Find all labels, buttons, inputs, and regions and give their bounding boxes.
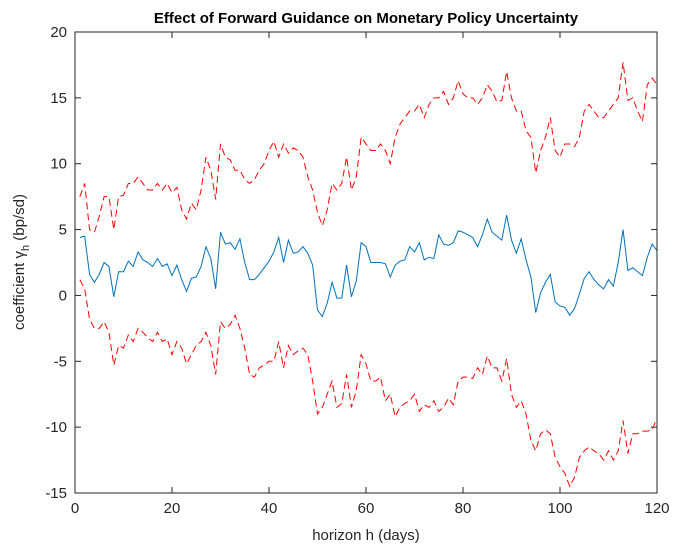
- x-tick-label: 60: [358, 500, 375, 517]
- y-tick-label: -5: [54, 353, 67, 370]
- series-line: [79, 62, 658, 233]
- series-line: [79, 214, 658, 318]
- series-line: [79, 279, 658, 488]
- y-tick-label: -10: [45, 419, 67, 436]
- y-axis-label: coefficient γh (bp/sd): [11, 194, 32, 330]
- y-tick-label: 0: [59, 287, 67, 304]
- y-tick-label: -15: [45, 485, 67, 502]
- y-tick-label: 20: [50, 24, 67, 41]
- x-tick-label: 40: [261, 500, 278, 517]
- chart-title: Effect of Forward Guidance on Monetary P…: [154, 10, 579, 27]
- x-axis-label: horizon h (days): [312, 527, 420, 544]
- plot-frame: [74, 31, 658, 494]
- x-tick-label: 20: [164, 500, 181, 517]
- x-tick-label: 120: [644, 500, 669, 517]
- x-tick-label: 100: [547, 500, 572, 517]
- x-tick-label: 0: [71, 500, 79, 517]
- y-tick-label: 5: [59, 222, 67, 239]
- y-tick-label: 10: [50, 156, 67, 173]
- y-tick-label: 15: [50, 90, 67, 107]
- x-tick-label: 80: [455, 500, 472, 517]
